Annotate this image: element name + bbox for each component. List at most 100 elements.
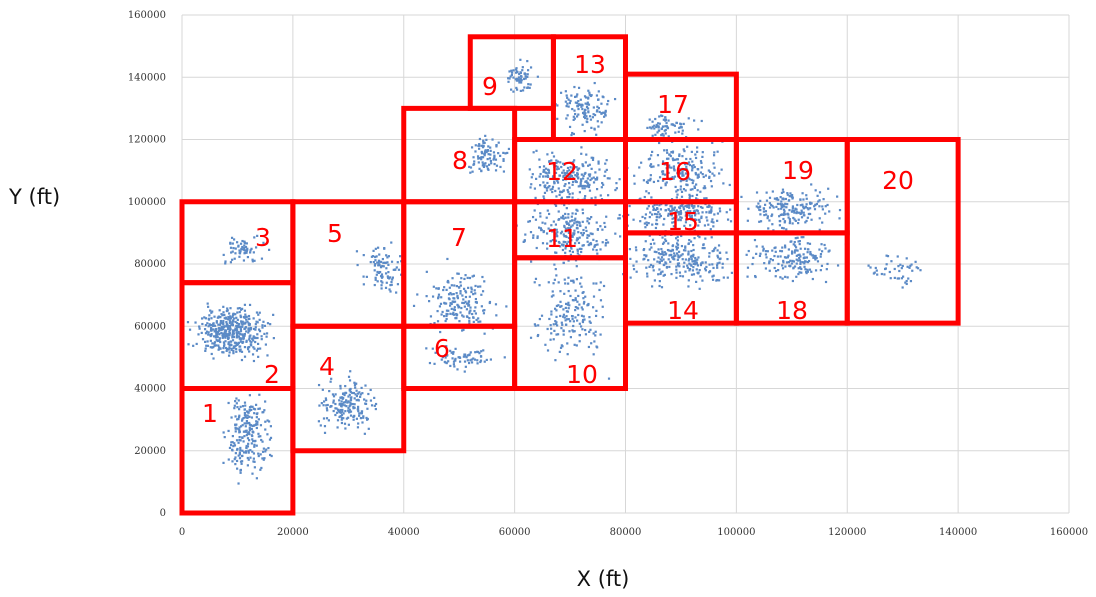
data-point	[574, 101, 577, 104]
data-point	[808, 242, 812, 245]
data-point	[576, 93, 579, 96]
data-point	[806, 242, 809, 245]
data-point	[246, 416, 249, 420]
data-point	[377, 259, 381, 262]
data-point	[499, 154, 502, 157]
data-point	[395, 266, 398, 269]
data-point	[799, 204, 802, 207]
data-point	[686, 205, 689, 209]
data-point	[673, 169, 676, 172]
data-point	[885, 254, 888, 257]
data-point	[325, 407, 329, 410]
data-point	[675, 216, 678, 219]
data-point	[726, 257, 729, 261]
data-point	[345, 405, 348, 408]
data-point	[645, 266, 648, 269]
data-point	[231, 334, 234, 338]
data-point	[590, 216, 593, 219]
data-point	[244, 425, 247, 428]
data-point	[677, 254, 680, 257]
data-point	[545, 189, 549, 192]
data-point	[695, 268, 698, 271]
data-point	[443, 286, 446, 289]
data-point	[567, 307, 570, 310]
data-point	[659, 214, 662, 218]
data-point	[647, 222, 650, 225]
data-point	[661, 132, 664, 136]
data-point	[573, 117, 576, 120]
data-point	[649, 163, 653, 166]
data-point	[245, 242, 248, 245]
data-point	[377, 264, 380, 267]
data-point	[793, 211, 796, 214]
data-point	[708, 170, 712, 173]
data-point	[344, 427, 347, 430]
data-point	[529, 83, 532, 86]
y-tick-labels: 0200004000060000800001000001200001400001…	[128, 10, 166, 519]
data-point	[713, 248, 716, 251]
data-point	[211, 328, 215, 331]
data-point	[667, 157, 670, 160]
data-point	[595, 133, 598, 136]
data-point	[553, 180, 556, 183]
data-point	[230, 441, 233, 444]
data-point	[515, 67, 518, 70]
data-point	[667, 214, 670, 217]
data-point	[477, 317, 480, 320]
data-point	[237, 417, 240, 421]
data-point	[795, 262, 798, 265]
zone-label-10: 10	[566, 360, 598, 389]
data-point	[782, 198, 785, 201]
data-point	[780, 204, 783, 207]
data-point	[213, 315, 216, 318]
data-point	[557, 281, 560, 284]
data-point	[690, 249, 693, 253]
data-point	[549, 240, 552, 243]
data-point	[549, 324, 552, 327]
data-point	[335, 407, 338, 410]
data-point	[416, 293, 419, 296]
data-point	[340, 421, 344, 425]
data-point	[561, 214, 565, 218]
data-point	[234, 329, 237, 332]
data-point	[670, 272, 673, 276]
data-point	[259, 347, 262, 350]
data-point	[215, 321, 218, 324]
data-point	[477, 320, 480, 323]
x-tick-label: 140000	[939, 527, 977, 538]
data-point	[697, 272, 700, 275]
data-point	[252, 457, 255, 460]
data-point	[238, 306, 241, 310]
data-point	[495, 314, 498, 317]
data-point	[705, 216, 708, 219]
data-point	[546, 242, 549, 245]
data-point	[646, 181, 649, 185]
data-point	[524, 77, 527, 80]
data-point	[814, 258, 817, 261]
data-point	[679, 172, 682, 175]
data-point	[583, 300, 586, 304]
data-point	[688, 267, 692, 271]
data-point	[577, 103, 580, 106]
data-point	[235, 333, 239, 336]
data-point	[325, 404, 328, 407]
data-point	[527, 83, 530, 86]
data-point	[577, 86, 581, 89]
data-point	[453, 284, 456, 287]
data-point	[691, 194, 694, 198]
data-point	[261, 457, 264, 460]
zone-label-20: 20	[882, 166, 914, 195]
data-point	[701, 279, 704, 282]
data-point	[702, 243, 705, 246]
data-point	[363, 398, 366, 401]
data-point	[236, 307, 240, 310]
data-point	[232, 329, 235, 332]
data-point	[473, 309, 476, 313]
data-point	[576, 172, 579, 175]
data-point	[592, 282, 595, 285]
data-point	[579, 98, 582, 101]
data-point	[549, 228, 552, 231]
data-point	[468, 353, 471, 356]
data-point	[577, 107, 580, 111]
data-point	[514, 68, 518, 71]
